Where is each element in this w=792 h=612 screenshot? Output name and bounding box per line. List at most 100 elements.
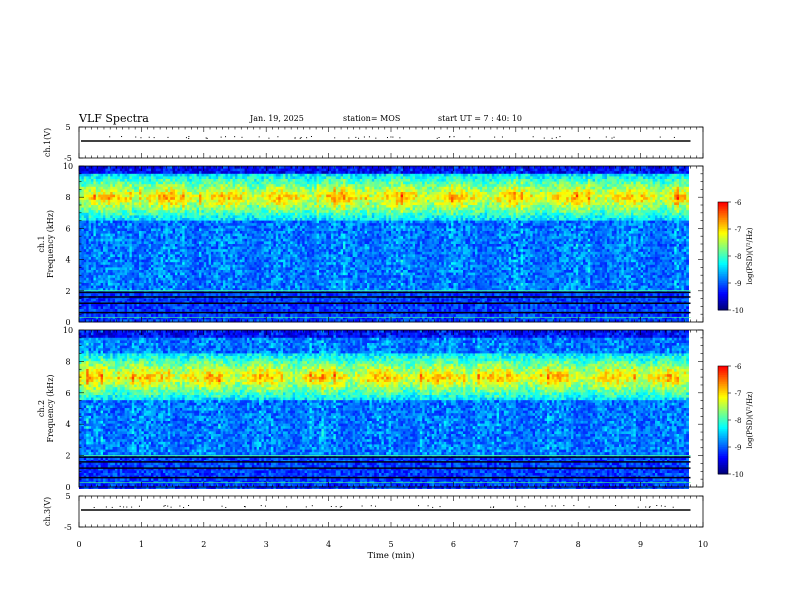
ch1_spectrogram-cell (177, 174, 180, 177)
ch1_spectrogram-cell (105, 171, 108, 174)
ch1_spectrogram-cell (585, 202, 588, 205)
ch1_spectrogram-cell (309, 179, 312, 182)
ch1_spectrogram-cell (295, 179, 298, 182)
ch1_spectrogram-cell (101, 197, 104, 200)
ch3_waveform-dot (94, 507, 95, 508)
ch1_spectrogram-cell (357, 184, 360, 187)
ch1_spectrogram-cell (626, 208, 629, 211)
ch1_waveform-dot (311, 136, 312, 137)
ch1_spectrogram-cell (408, 176, 411, 179)
ch1_spectrogram-cell (559, 195, 562, 198)
ch1_spectrogram-cell (329, 187, 332, 190)
ch1_spectrogram-cell (204, 205, 207, 208)
ch1_spectrogram-cell (312, 174, 315, 177)
ch1_spectrogram-cell (408, 202, 411, 205)
ch1_spectrogram-cell (417, 166, 420, 169)
ch1_spectrogram-cell (398, 205, 401, 208)
ch1_spectrogram-cell (612, 176, 615, 179)
ch1_spectrogram-cell (240, 174, 243, 177)
ch1_spectrogram-cell (655, 205, 658, 208)
ch1_spectrogram-cell (545, 192, 548, 195)
ch1_spectrogram-cell (542, 182, 545, 185)
ch1_spectrogram-cell (156, 174, 159, 177)
ch1_spectrogram-cell (494, 208, 497, 211)
ch1_spectrogram-cell (506, 179, 509, 182)
ch1_spectrogram-cell (384, 169, 387, 172)
ch1_spectrogram-cell (636, 187, 639, 190)
ch1_spectrogram-cell (86, 205, 89, 208)
ch1_spectrogram-cell (319, 189, 322, 192)
ch1_spectrogram-cell (367, 174, 370, 177)
ch1_spectrogram-cell (624, 205, 627, 208)
ch1_spectrogram-cell (494, 166, 497, 169)
ch1_spectrogram-cell (285, 195, 288, 198)
ch1_spectrogram-cell (108, 184, 111, 187)
ch1_waveform-dot (149, 137, 150, 138)
ch1_spectrogram-cell (81, 166, 84, 169)
ch1_spectrogram-cell (348, 200, 351, 203)
ch1_spectrogram-cell (228, 171, 231, 174)
ch1_spectrogram-cell (429, 208, 432, 211)
ch1_spectrogram-cell (273, 210, 276, 213)
ch1_spectrogram-cell (213, 171, 216, 174)
ch1_spectrogram-cell (465, 171, 468, 174)
ch1_spectrogram-cell (374, 171, 377, 174)
ch1_spectrogram-cell (149, 210, 152, 213)
ch1_spectrogram-cell (566, 197, 569, 200)
ch1_spectrogram-cell (389, 210, 392, 213)
ch1_spectrogram-cell (204, 197, 207, 200)
ch1_spectrogram-cell (297, 169, 300, 172)
ch1_spectrogram-cell (624, 200, 627, 203)
ch1_spectrogram-cell (559, 174, 562, 177)
ch1_waveform-dot (494, 137, 495, 138)
ch1_spectrogram-cell (552, 182, 555, 185)
ch1_spectrogram-cell (557, 192, 560, 195)
ch1_spectrogram-cell (379, 187, 382, 190)
ch1_spectrogram-cell (127, 189, 130, 192)
ch1_spectrogram-cell (386, 169, 389, 172)
ch1_spectrogram-cell (437, 171, 440, 174)
ch1_spectrogram-cell (458, 187, 461, 190)
ch1_spectrogram-cell (393, 176, 396, 179)
ch1_spectrogram-cell (201, 189, 204, 192)
ch1_waveform-dot (358, 138, 359, 139)
ch1_spectrogram-cell (333, 195, 336, 198)
ch1_spectrogram-cell (381, 174, 384, 177)
ch1_spectrogram-cell (643, 184, 646, 187)
ch1_spectrogram-cell (379, 182, 382, 185)
ch1_spectrogram-cell (398, 192, 401, 195)
ch1_spectrogram-cell (129, 205, 132, 208)
ch1_spectrogram-cell (518, 166, 521, 169)
ch1_spectrogram-cell (158, 184, 161, 187)
ch1_spectrogram-cell (465, 202, 468, 205)
ch1_spectrogram-cell (163, 202, 166, 205)
ch1_spectrogram-cell (230, 210, 233, 213)
ch1_spectrogram-cell (636, 174, 639, 177)
ch1_spectrogram-cell (609, 174, 612, 177)
ch1_spectrogram-cell (223, 187, 226, 190)
ch1_spectrogram-cell (384, 174, 387, 177)
ch1_spectrogram-cell (439, 184, 442, 187)
ch1_spectrogram-cell (163, 208, 166, 211)
ch1_spectrogram-cell (674, 182, 677, 185)
ch1_spectrogram-cell (573, 184, 576, 187)
ch1_spectrogram-cell (141, 171, 144, 174)
ch1_spectrogram-cell (686, 202, 689, 205)
ch1_spectrogram-cell (331, 210, 334, 213)
ch1_spectrogram-cell (242, 187, 245, 190)
ch1_spectrogram-cell (225, 184, 228, 187)
ch1_spectrogram-cell (228, 187, 231, 190)
ch1_spectrogram-cell (89, 182, 92, 185)
ch1_spectrogram-cell (93, 174, 96, 177)
ch1_spectrogram-cell (321, 176, 324, 179)
ch1_spectrogram-cell (103, 210, 106, 213)
ch1_spectrogram-cell (492, 200, 495, 203)
ch1_spectrogram-cell (525, 166, 528, 169)
ch1_spectrogram-cell (470, 184, 473, 187)
ch3_waveform-dot (225, 507, 226, 508)
ch1_spectrogram-cell (499, 195, 502, 198)
ch1_spectrogram-cell (614, 184, 617, 187)
ch1_spectrogram-cell (386, 195, 389, 198)
ch1_spectrogram-cell (648, 195, 651, 198)
ch1_spectrogram-cell (535, 195, 538, 198)
